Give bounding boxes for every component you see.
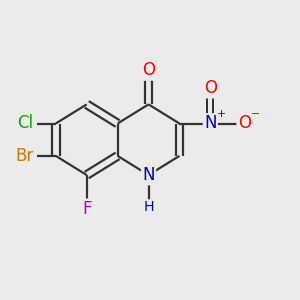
Text: N: N: [142, 166, 155, 184]
Text: H: H: [143, 200, 154, 214]
Text: Br: Br: [16, 147, 34, 165]
Text: O: O: [204, 79, 217, 97]
Text: F: F: [82, 200, 92, 218]
Text: +: +: [217, 109, 226, 119]
Text: O: O: [238, 115, 251, 133]
Text: O: O: [142, 61, 155, 80]
Text: N: N: [204, 115, 217, 133]
Text: Cl: Cl: [17, 115, 33, 133]
Text: −: −: [251, 109, 260, 119]
